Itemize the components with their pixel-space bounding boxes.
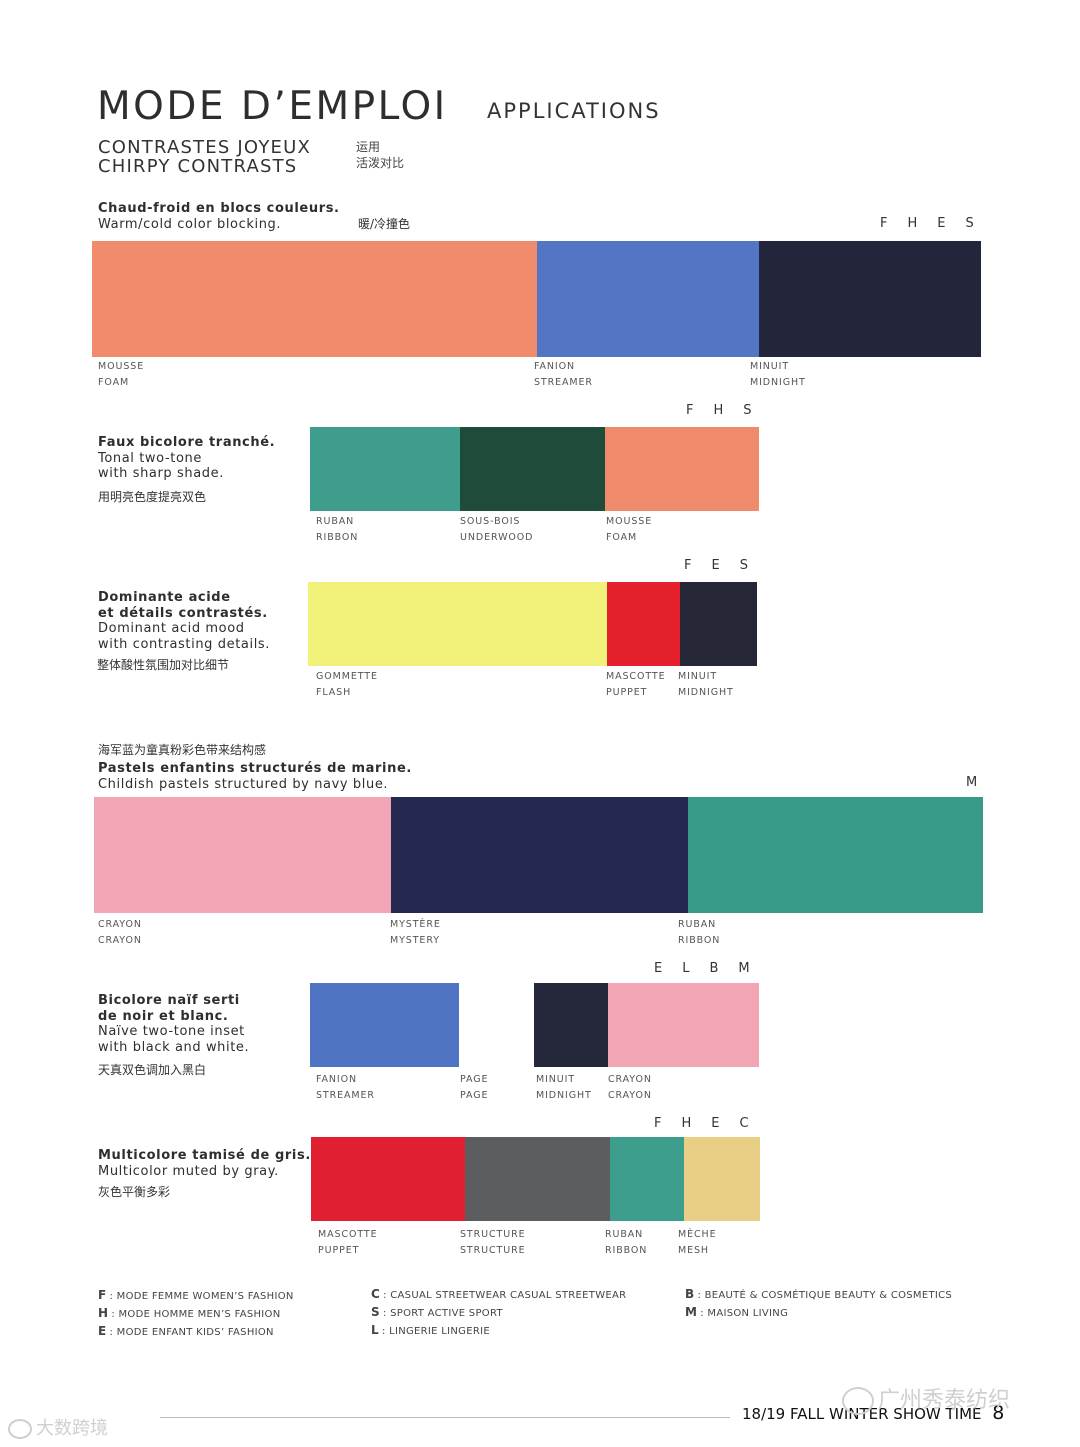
category-codes: M <box>966 775 998 790</box>
swatch-label: PAGE PAGE <box>460 1074 489 1101</box>
swatch-label: RUBAN RIBBON <box>605 1229 648 1256</box>
legend-item: C: CASUAL STREETWEAR CASUAL STREETWEAR <box>371 1287 627 1301</box>
swatch-label: MÈCHE MESH <box>678 1229 717 1256</box>
legend-item: B: BEAUTÉ & COSMÉTIQUE BEAUTY & COSMETIC… <box>685 1287 953 1301</box>
color-swatch-mascotte <box>311 1137 465 1221</box>
swatch-label: MASCOTTE PUPPET <box>606 671 666 698</box>
color-swatch-ruban <box>610 1137 684 1221</box>
color-bar <box>308 582 757 666</box>
color-swatch-minuit <box>534 983 608 1067</box>
color-swatch-mousse <box>92 241 537 357</box>
block-description-cn: 天真双色调加入黑白 <box>98 1063 207 1077</box>
swatch-label: CRAYON CRAYON <box>608 1074 652 1101</box>
page-title: MODE D’EMPLOI <box>97 84 448 129</box>
color-swatch-ruban <box>310 427 460 511</box>
block-description-cn: 用明亮色度提亮双色 <box>98 490 207 504</box>
block-description-cn: 海军蓝为童真粉彩色带来结构感 <box>98 743 267 757</box>
color-swatch-sous-bois <box>460 427 605 511</box>
color-swatch-crayon <box>94 797 391 913</box>
category-codes: FHES <box>880 216 994 231</box>
legend-column: C: CASUAL STREETWEAR CASUAL STREETWEAR S… <box>371 1286 626 1340</box>
category-codes: FHS <box>686 403 772 418</box>
color-swatch-ruban <box>688 797 983 913</box>
swatch-label: MOUSSE FOAM <box>606 516 653 543</box>
legend-item: M: MAISON LIVING <box>685 1305 789 1319</box>
block-description-cn: 灰色平衡多彩 <box>98 1185 171 1199</box>
wechat-icon <box>842 1387 874 1415</box>
legend-column: F: MODE FEMME WOMEN’S FASHION H: MODE HO… <box>98 1287 294 1341</box>
color-bar <box>92 241 981 357</box>
color-swatch-minuit <box>680 582 757 666</box>
color-swatch-meche <box>684 1137 760 1221</box>
color-swatch-fanion <box>310 983 459 1067</box>
page-subtitle: APPLICATIONS <box>487 99 661 123</box>
block-description: Bicolore naïf serti de noir et blanc. Na… <box>98 993 250 1055</box>
block-description: Dominante acide et détails contrastés. D… <box>98 590 271 652</box>
legend-item: F: MODE FEMME WOMEN’S FASHION <box>98 1288 294 1302</box>
swatch-label: MINUIT MIDNIGHT <box>678 671 734 698</box>
section-title-cn-1: 运用 <box>356 140 381 154</box>
section-title-cn-2: 活泼对比 <box>356 156 405 170</box>
color-swatch-gommette <box>308 582 607 666</box>
color-swatch-page <box>459 983 534 1067</box>
swatch-label: MINUIT MIDNIGHT <box>536 1074 592 1101</box>
category-codes: FES <box>684 558 768 573</box>
watermark-left: 大数跨境 <box>8 1414 108 1440</box>
color-bar <box>310 427 759 511</box>
swatch-label: MOUSSE FOAM <box>98 361 145 388</box>
color-bar <box>94 797 983 913</box>
color-bar <box>310 983 759 1067</box>
block-description-cn: 整体酸性氛围加对比细节 <box>97 658 230 672</box>
category-codes: ELBM <box>654 961 770 976</box>
logo-icon <box>8 1419 32 1439</box>
block-description: Faux bicolore tranché. Tonal two-tone wi… <box>98 435 276 481</box>
swatch-label: MASCOTTE PUPPET <box>318 1229 378 1256</box>
block-description: Multicolore tamisé de gris. Multicolor m… <box>98 1148 311 1179</box>
color-bar <box>311 1137 760 1221</box>
color-swatch-mystere <box>391 797 688 913</box>
swatch-label: RUBAN RIBBON <box>316 516 359 543</box>
watermark-right: 广州秀泰纺织 <box>842 1382 1010 1415</box>
legend-item: E: MODE ENFANT KIDS’ FASHION <box>98 1324 274 1338</box>
block-description: Chaud-froid en blocs couleurs. Warm/cold… <box>98 201 340 232</box>
color-swatch-fanion <box>537 241 759 357</box>
legend-item: S: SPORT ACTIVE SPORT <box>371 1305 503 1319</box>
swatch-label: CRAYON CRAYON <box>98 919 142 946</box>
block-description: Pastels enfantins structurés de marine. … <box>98 761 412 792</box>
legend-column: B: BEAUTÉ & COSMÉTIQUE BEAUTY & COSMETIC… <box>685 1286 952 1322</box>
color-swatch-minuit <box>759 241 981 357</box>
swatch-label: STRUCTURE STRUCTURE <box>460 1229 526 1256</box>
swatch-label: GOMMETTE FLASH <box>316 671 378 698</box>
swatch-label: FANION STREAMER <box>534 361 593 388</box>
color-swatch-mousse <box>605 427 759 511</box>
block-description-cn: 暖/冷撞色 <box>358 217 411 231</box>
page-number: 8 <box>992 1402 1005 1424</box>
swatch-label: FANION STREAMER <box>316 1074 375 1101</box>
color-swatch-crayon <box>608 983 759 1067</box>
color-swatch-structure <box>465 1137 610 1221</box>
swatch-label: MINUIT MIDNIGHT <box>750 361 806 388</box>
swatch-label: SOUS-BOIS UNDERWOOD <box>460 516 534 543</box>
legend-item: H: MODE HOMME MEN’S FASHION <box>98 1306 281 1320</box>
section-title-en: CHIRPY CONTRASTS <box>98 156 298 177</box>
swatch-label: RUBAN RIBBON <box>678 919 721 946</box>
category-codes: FHEC <box>654 1116 769 1131</box>
legend-item: L: LINGERIE LINGERIE <box>371 1323 490 1337</box>
footer-rule <box>160 1417 730 1418</box>
color-swatch-mascotte <box>607 582 680 666</box>
swatch-label: MYSTÈRE MYSTERY <box>390 919 441 946</box>
section-title-fr: CONTRASTES JOYEUX <box>98 137 311 158</box>
